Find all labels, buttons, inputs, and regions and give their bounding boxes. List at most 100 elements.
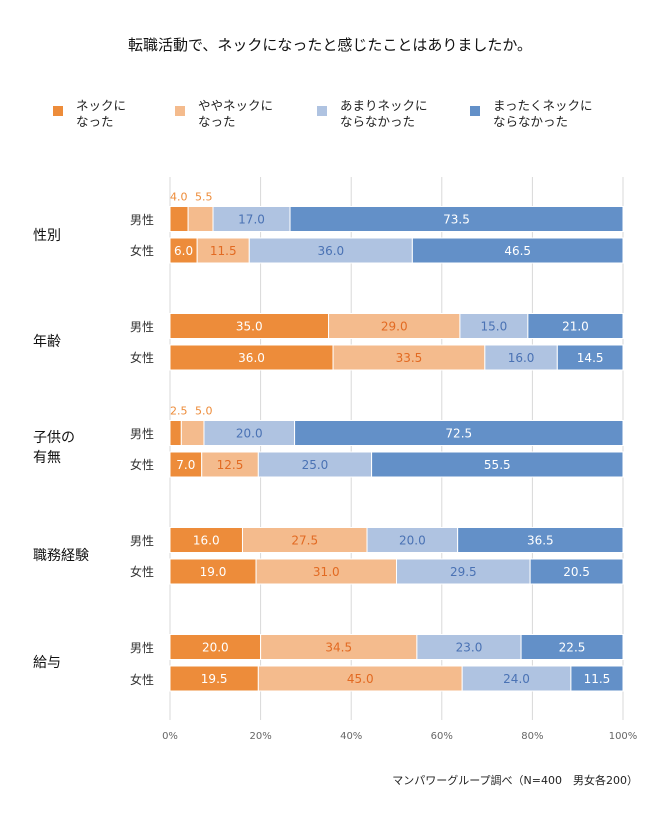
bar-segment	[520, 634, 624, 660]
data-label-outside: 5.0	[195, 405, 213, 418]
data-label: 14.5	[577, 351, 604, 365]
legend-item-necked: ネックに なった	[53, 98, 196, 130]
data-label: 29.0	[381, 320, 408, 334]
row-label-male: 男性	[130, 427, 155, 441]
bar-segment	[169, 665, 259, 692]
data-label: 12.5	[217, 458, 244, 472]
data-label: 19.5	[201, 672, 228, 686]
data-label: 17.0	[238, 213, 265, 227]
chart-title: 転職活動で、ネックになったと感じたことはありましたか。	[127, 36, 533, 54]
group-label-work-experience: 職務経験	[33, 548, 89, 564]
bar-segment	[570, 665, 624, 692]
bar-segment	[180, 420, 205, 446]
bar-segment	[459, 313, 529, 339]
data-label-outside: 4.0	[170, 191, 188, 204]
bar-segment	[187, 206, 214, 232]
row-label-male: 男性	[130, 213, 155, 227]
x-tick-label: 0%	[162, 731, 178, 742]
data-label: 31.0	[313, 565, 340, 579]
data-label: 45.0	[347, 672, 374, 686]
legend-label: ネックに なった	[76, 98, 127, 129]
data-label: 16.0	[193, 534, 220, 548]
x-tick-label: 80%	[521, 731, 543, 742]
bar-segment	[169, 313, 330, 339]
bar-segment	[328, 313, 461, 339]
data-label: 34.5	[325, 641, 352, 655]
group-label-salary: 給与	[33, 655, 61, 671]
legend-item-somewhat-necked: ややネックに なった	[175, 98, 318, 130]
data-label: 16.0	[508, 351, 535, 365]
x-tick-label: 40%	[340, 731, 362, 742]
group-label-children: 子供の 有無	[33, 430, 75, 466]
bar-segment	[461, 665, 572, 692]
legend-item-not-much-necked: あまりネックに ならなかった	[317, 98, 460, 130]
data-label: 20.0	[202, 641, 229, 655]
data-label: 21.0	[562, 320, 589, 334]
row-label-female: 女性	[130, 351, 155, 365]
data-label: 73.5	[443, 213, 470, 227]
bar-segment	[169, 344, 334, 371]
legend-swatch	[53, 106, 63, 116]
bar-segment	[201, 451, 259, 478]
data-label: 36.5	[527, 534, 554, 548]
bar-segment	[294, 420, 624, 446]
group-label-gender: 性別	[33, 228, 61, 244]
legend-label: ややネックに なった	[198, 98, 274, 129]
data-label: 19.0	[200, 565, 227, 579]
legend-swatch	[470, 106, 480, 116]
row-label-male: 男性	[130, 534, 155, 548]
bar-segment	[248, 237, 413, 264]
data-label: 24.0	[503, 672, 530, 686]
data-label: 27.5	[291, 534, 318, 548]
x-tick-label: 60%	[431, 731, 453, 742]
data-label: 72.5	[445, 427, 472, 441]
data-label: 20.0	[236, 427, 263, 441]
data-label: 35.0	[236, 320, 263, 334]
legend-label: まったくネックに ならなかった	[493, 98, 593, 129]
row-label-female: 女性	[130, 673, 155, 687]
data-label: 36.0	[317, 244, 344, 258]
data-label: 6.0	[174, 244, 193, 258]
legend-swatch	[175, 106, 185, 116]
data-label: 20.5	[563, 565, 590, 579]
data-label: 46.5	[504, 244, 531, 258]
legend-swatch	[317, 106, 327, 116]
data-label: 33.5	[396, 351, 423, 365]
data-label: 22.5	[559, 641, 586, 655]
legend-item-not-at-all-necked: まったくネックに ならなかった	[470, 98, 613, 130]
bar-segment	[169, 634, 262, 660]
bar-segment	[332, 344, 486, 371]
bar-segment	[169, 206, 189, 232]
data-label: 15.0	[481, 320, 508, 334]
bar-segment	[416, 634, 522, 660]
data-label: 55.5	[484, 458, 511, 472]
data-label: 25.0	[302, 458, 329, 472]
row-label-female: 女性	[130, 565, 155, 579]
data-label-outside: 5.5	[195, 191, 213, 204]
row-label-female: 女性	[130, 244, 155, 258]
bar-segment	[260, 634, 418, 660]
bar-segment	[529, 558, 624, 585]
bar-segment	[257, 451, 373, 478]
bar-segment	[212, 206, 291, 232]
bar-segment	[457, 527, 624, 553]
legend-label: あまりネックに ならなかった	[340, 98, 428, 129]
source-note: マンパワーグループ調べ（N=400 男女各200）	[392, 774, 638, 787]
row-label-female: 女性	[130, 458, 155, 472]
data-label: 11.5	[584, 672, 611, 686]
data-label: 23.0	[456, 641, 483, 655]
bar-segment	[527, 313, 624, 339]
bar-segment	[411, 237, 624, 264]
row-label-male: 男性	[130, 641, 155, 655]
bar-segment	[169, 451, 203, 478]
bar-segment	[556, 344, 624, 371]
bar-segment	[203, 420, 296, 446]
bar-segment	[289, 206, 624, 232]
bar-segment	[169, 527, 243, 553]
x-tick-label: 100%	[609, 731, 638, 742]
data-label: 36.0	[238, 351, 265, 365]
data-label: 20.0	[399, 534, 426, 548]
bar-segment	[371, 451, 624, 478]
data-label: 7.0	[176, 458, 195, 472]
